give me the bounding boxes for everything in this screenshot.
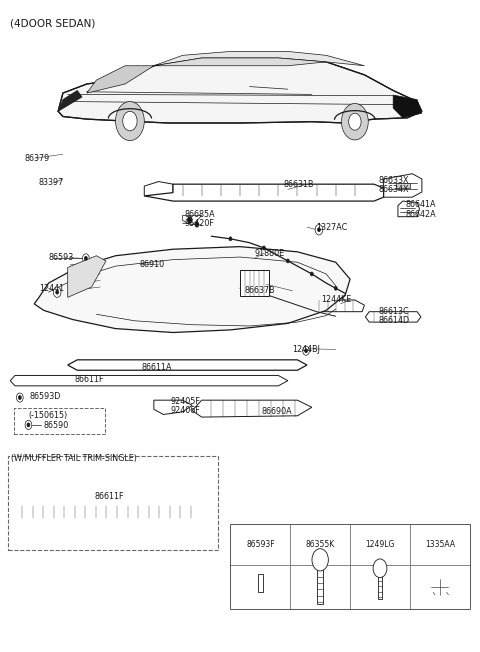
Text: 92405F: 92405F	[170, 397, 201, 406]
Bar	[431, 579, 448, 595]
Text: (4DOOR SEDAN): (4DOOR SEDAN)	[10, 19, 96, 29]
Text: 86634X: 86634X	[379, 185, 409, 194]
Circle shape	[18, 396, 21, 400]
Text: 86910: 86910	[140, 260, 165, 269]
Text: 1335AA: 1335AA	[425, 541, 455, 549]
Bar	[378, 569, 383, 599]
Polygon shape	[144, 181, 173, 196]
Polygon shape	[10, 376, 288, 386]
Text: 1249LG: 1249LG	[365, 541, 395, 549]
Bar	[258, 574, 263, 592]
Bar	[230, 524, 470, 609]
Circle shape	[16, 393, 23, 402]
Circle shape	[123, 111, 137, 131]
Text: 86593: 86593	[48, 253, 74, 262]
Circle shape	[373, 559, 387, 578]
Polygon shape	[9, 505, 207, 518]
Text: 1244BJ: 1244BJ	[293, 345, 321, 354]
Bar	[317, 560, 323, 604]
Text: 86614D: 86614D	[379, 316, 410, 325]
Circle shape	[229, 237, 232, 241]
Circle shape	[312, 549, 328, 571]
Text: 86633X: 86633X	[379, 176, 409, 185]
Text: 86379: 86379	[24, 154, 50, 162]
Circle shape	[116, 102, 144, 141]
Text: 86690A: 86690A	[262, 408, 292, 417]
Text: 86590: 86590	[44, 421, 69, 430]
Polygon shape	[258, 592, 263, 596]
Polygon shape	[58, 58, 422, 123]
Text: 86637B: 86637B	[245, 286, 276, 295]
Circle shape	[334, 286, 337, 290]
Text: 86611F: 86611F	[94, 492, 123, 501]
Polygon shape	[317, 604, 323, 609]
Circle shape	[341, 104, 368, 140]
Polygon shape	[398, 201, 420, 216]
Polygon shape	[182, 215, 202, 225]
Text: 86685A: 86685A	[185, 209, 216, 218]
Circle shape	[83, 254, 89, 263]
Polygon shape	[34, 246, 350, 333]
Polygon shape	[378, 599, 383, 603]
Circle shape	[311, 272, 313, 276]
Text: 86641A: 86641A	[405, 200, 436, 209]
Polygon shape	[365, 312, 421, 322]
Polygon shape	[310, 300, 364, 312]
Text: (-150615): (-150615)	[28, 411, 68, 421]
Text: 83397: 83397	[39, 179, 64, 187]
Bar	[14, 408, 105, 434]
Text: 1244KE: 1244KE	[322, 295, 352, 304]
Circle shape	[263, 246, 265, 250]
Text: 86611F: 86611F	[75, 375, 104, 384]
Polygon shape	[87, 66, 154, 93]
Circle shape	[27, 423, 30, 427]
Polygon shape	[154, 400, 192, 415]
Bar	[240, 270, 269, 296]
Polygon shape	[68, 360, 307, 370]
Text: 86642A: 86642A	[405, 209, 436, 218]
Circle shape	[53, 287, 61, 297]
Polygon shape	[384, 173, 422, 197]
Circle shape	[305, 349, 308, 353]
Text: 95420F: 95420F	[185, 218, 215, 228]
Circle shape	[318, 228, 321, 231]
Bar	[8, 456, 218, 550]
Polygon shape	[58, 91, 82, 111]
Text: 86631B: 86631B	[283, 180, 313, 188]
Text: (W/MUFFLER TAIL TRIM-SINGLE): (W/MUFFLER TAIL TRIM-SINGLE)	[11, 454, 137, 463]
Circle shape	[315, 224, 323, 235]
Circle shape	[195, 222, 199, 227]
Text: 91880E: 91880E	[254, 248, 285, 258]
Circle shape	[348, 113, 361, 130]
Text: 86593D: 86593D	[29, 392, 61, 401]
Text: 12441: 12441	[39, 284, 64, 293]
Text: 86613C: 86613C	[379, 307, 409, 316]
Polygon shape	[68, 256, 106, 297]
Text: 86611A: 86611A	[142, 363, 172, 372]
Polygon shape	[254, 565, 266, 583]
Text: 86355K: 86355K	[306, 541, 335, 549]
Circle shape	[84, 256, 87, 260]
Circle shape	[25, 421, 32, 430]
Polygon shape	[154, 52, 364, 66]
Circle shape	[287, 259, 289, 263]
Text: 92406F: 92406F	[170, 406, 200, 415]
Circle shape	[56, 290, 59, 294]
Text: 1327AC: 1327AC	[317, 222, 348, 231]
Polygon shape	[154, 58, 326, 66]
Polygon shape	[192, 400, 312, 417]
Bar	[396, 183, 410, 188]
Circle shape	[303, 346, 310, 355]
Polygon shape	[136, 258, 154, 267]
Polygon shape	[144, 184, 384, 201]
Polygon shape	[393, 95, 422, 118]
Text: 86593F: 86593F	[246, 541, 275, 549]
Circle shape	[187, 216, 192, 223]
